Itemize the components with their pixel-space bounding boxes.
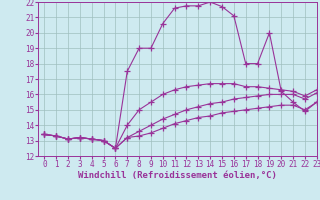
X-axis label: Windchill (Refroidissement éolien,°C): Windchill (Refroidissement éolien,°C) [78,171,277,180]
